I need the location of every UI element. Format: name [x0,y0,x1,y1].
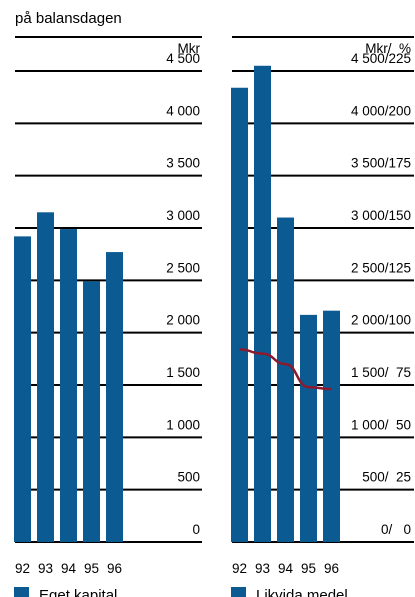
right-line-series [239,348,332,391]
legend-label: Likvida medel [256,587,348,597]
left-tick-label: 1 000 [166,417,200,432]
left-tick-label: 0 [192,522,200,537]
right-tick-label: 2 500/125 [351,260,411,275]
chart-caption: på balansdagen [15,10,122,27]
right-bar [277,217,294,543]
right-bar [323,310,340,542]
left-tick-label: 500 [177,470,200,485]
legend-swatch [14,587,29,597]
left-bar [37,212,54,543]
left-category-label: 92 [15,561,30,576]
right-chart: 0/ 0 500/ 25 1 000/ 50 1 500/ 75 2 000/100 2 … [231,51,414,576]
left-tick-label: 3 000 [166,208,200,223]
right-category-label: 93 [255,561,270,576]
right-tick-label: 0/ 0 [381,522,411,537]
left-category-label: 93 [38,561,53,576]
left-tick-label: 1 500 [166,365,200,380]
right-tick-label: 3 000/150 [351,208,411,223]
left-category-label: 94 [61,561,77,576]
left-bar [14,236,31,542]
left-tick-label: 3 500 [166,156,200,171]
left-bar [106,252,123,542]
left-unit-label: Mkr [178,41,201,56]
left-tick-label: 4 000 [166,103,200,118]
right-tick-label: 1 000/ 50 [351,417,411,432]
legend-swatch [231,587,246,597]
legend-label: Eget kapital [39,587,117,597]
right-unit-label: Mkr/ % [365,41,411,56]
left-tick-label: 2 500 [166,260,200,275]
left-bar [60,229,77,542]
right-tick-label: 2 000/100 [351,313,411,328]
right-category-label: 95 [301,561,316,576]
right-tick-label: 4 000/200 [351,103,411,118]
left-category-label: 96 [107,561,122,576]
right-bar [231,87,248,542]
right-tick-label: 1 500/ 75 [351,365,411,380]
right-tick-label: 3 500/175 [351,156,411,171]
right-category-label: 96 [324,561,339,576]
right-bar [300,314,317,542]
left-bar [83,281,100,542]
left-category-label: 95 [84,561,99,576]
right-tick-label: 500/ 25 [362,470,411,485]
right-category-label: 94 [278,561,294,576]
right-category-label: 92 [232,561,247,576]
left-tick-label: 4 500 [166,51,200,66]
left-chart: 0 500 1 000 1 500 2 000 2 500 3 000 3 500 4 000 4… [14,51,202,576]
right-bar [254,65,271,543]
right-tick-label: 4 500/225 [351,51,411,66]
left-tick-label: 2 000 [166,313,200,328]
